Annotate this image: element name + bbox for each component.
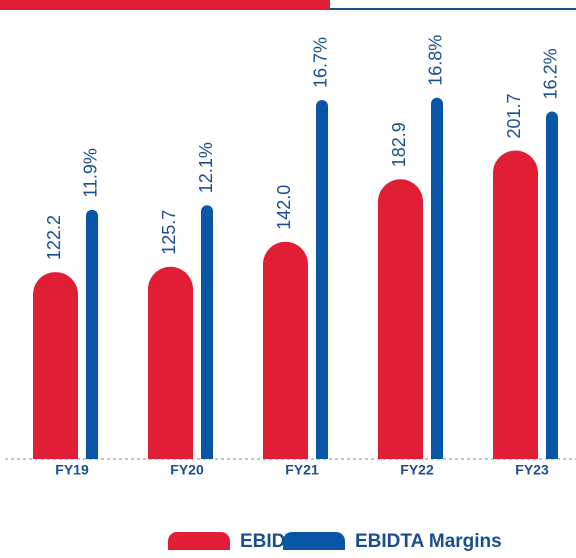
bar (493, 150, 538, 459)
bar (316, 100, 328, 459)
legend-label: EBIDTA Margins (355, 531, 502, 552)
x-tick-label: FY22 (400, 462, 434, 478)
value-label: 16.7% (311, 37, 331, 88)
value-label: 201.7 (504, 93, 524, 138)
bar (86, 209, 98, 459)
value-label: 16.2% (541, 48, 561, 99)
bar (148, 266, 193, 459)
x-tick-label: FY21 (285, 462, 319, 478)
x-tick-label: FY19 (55, 462, 89, 478)
value-label: 142.0 (274, 185, 294, 230)
x-tick-label: FY20 (170, 462, 204, 478)
bar (378, 179, 423, 460)
bar (546, 111, 558, 459)
bar (33, 272, 78, 459)
value-label: 125.7 (159, 210, 179, 255)
legend-swatch-base (168, 541, 230, 550)
bar (263, 241, 308, 459)
x-tick-label: FY23 (515, 462, 549, 478)
bar (201, 205, 213, 459)
header-bar-red (0, 0, 330, 10)
legend-swatch-base (283, 541, 345, 550)
value-label: 16.8% (426, 35, 446, 86)
value-label: 122.2 (44, 215, 64, 260)
value-label: 11.9% (81, 148, 101, 198)
value-label: 182.9 (389, 122, 409, 167)
header-bar-blue (330, 8, 576, 10)
value-label: 12.1% (196, 142, 216, 193)
bar (431, 97, 443, 459)
